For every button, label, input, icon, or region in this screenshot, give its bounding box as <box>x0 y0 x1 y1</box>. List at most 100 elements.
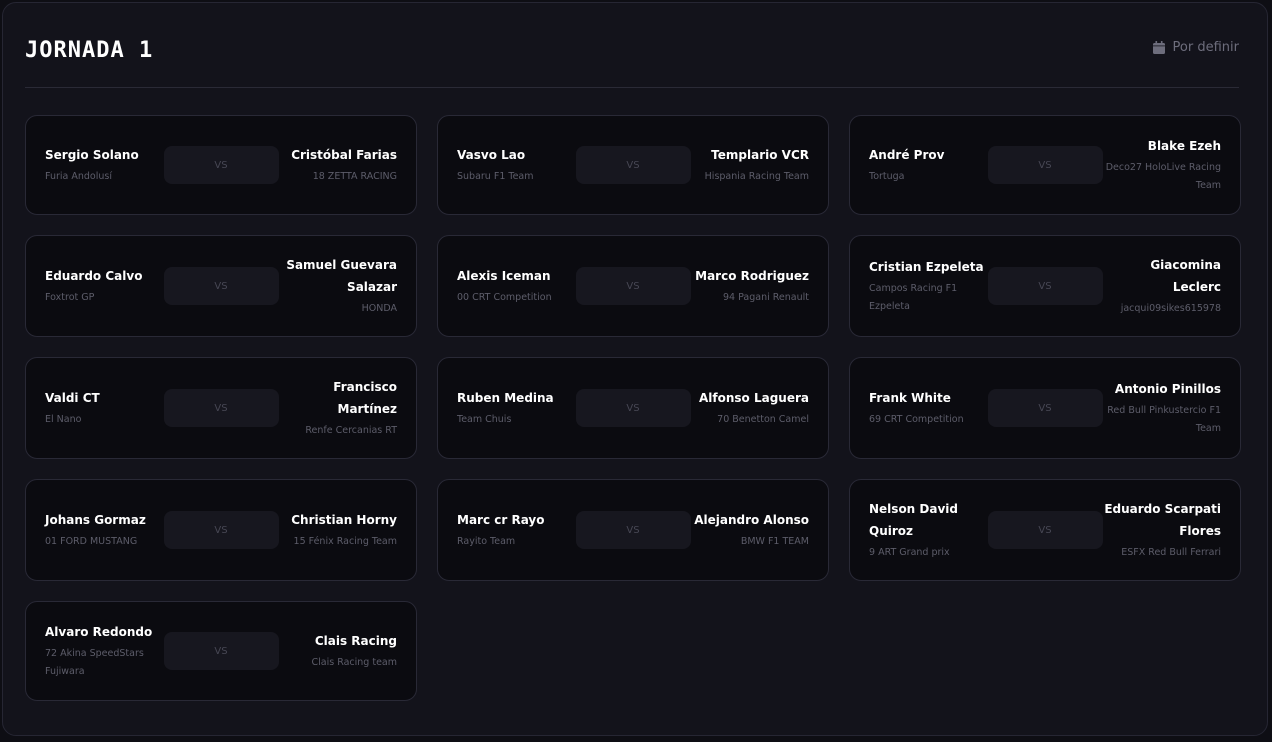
matches-grid: Sergio Solano Furia Andolusí VS Cristóba… <box>25 115 1241 701</box>
team-name: Deco27 HoloLive Racing Team <box>1105 162 1221 191</box>
match-date: Por definir <box>1152 40 1239 55</box>
player-name: Marco Rodriguez <box>695 269 809 283</box>
team-name: 18 ZETTA RACING <box>312 171 397 182</box>
home-player: Cristian Ezpeleta Campos Racing F1 Ezpel… <box>869 256 988 316</box>
match-card[interactable]: Valdi CT El Nano VS Francisco Martínez R… <box>25 357 417 459</box>
away-player: Alejandro Alonso BMW F1 TEAM <box>691 509 809 551</box>
home-player: Vasvo Lao Subaru F1 Team <box>457 144 576 186</box>
team-name: BMW F1 TEAM <box>740 536 809 547</box>
player-name: Clais Racing <box>314 634 397 648</box>
vs-badge: VS <box>987 146 1103 184</box>
player-name: Alfonso Laguera <box>698 391 809 405</box>
vs-badge: VS <box>163 632 279 670</box>
player-name: Cristian Ezpeleta <box>869 260 984 274</box>
date-label: Por definir <box>1172 40 1239 55</box>
team-name: Subaru F1 Team <box>457 171 534 182</box>
player-name: Francisco Martínez <box>333 380 397 416</box>
team-name: 70 Benetton Camel <box>717 414 809 425</box>
vs-badge: VS <box>987 267 1103 305</box>
match-card[interactable]: Vasvo Lao Subaru F1 Team VS Templario VC… <box>437 115 829 215</box>
home-player: Eduardo Calvo Foxtrot GP <box>45 265 164 307</box>
vs-badge: VS <box>163 267 279 305</box>
player-name: Alexis Iceman <box>457 269 551 283</box>
team-name: 01 FORD MUSTANG <box>45 536 138 547</box>
match-card[interactable]: Cristian Ezpeleta Campos Racing F1 Ezpel… <box>849 235 1241 337</box>
match-card[interactable]: Alvaro Redondo 72 Akina SpeedStars Fujiw… <box>25 601 417 701</box>
player-name: Alvaro Redondo <box>45 625 153 639</box>
player-name: Templario VCR <box>711 148 809 162</box>
player-name: Marc cr Rayo <box>457 513 545 527</box>
home-player: Alexis Iceman 00 CRT Competition <box>457 265 576 307</box>
team-name: Hispania Racing Team <box>704 171 809 182</box>
team-name: 15 Fénix Racing Team <box>293 536 397 547</box>
team-name: 72 Akina SpeedStars Fujiwara <box>45 648 144 677</box>
player-name: Nelson David Quiroz <box>869 502 958 538</box>
vs-badge: VS <box>987 511 1103 549</box>
match-card[interactable]: Sergio Solano Furia Andolusí VS Cristóba… <box>25 115 417 215</box>
away-player: Clais Racing Clais Racing team <box>279 630 398 672</box>
team-name: Rayito Team <box>457 536 516 547</box>
team-name: Renfe Cercanias RT <box>305 425 397 436</box>
player-name: Blake Ezeh <box>1147 139 1221 153</box>
player-name: Antonio Pinillos <box>1114 382 1221 396</box>
away-player: Antonio Pinillos Red Bull Pinkustercio F… <box>1103 378 1221 438</box>
match-card[interactable]: Frank White 69 CRT Competition VS Antoni… <box>849 357 1241 459</box>
match-card[interactable]: André Prov Tortuga VS Blake Ezeh Deco27 … <box>849 115 1241 215</box>
away-player: Giacomina Leclerc jacqui09sikes615978 <box>1103 254 1221 318</box>
vs-badge: VS <box>575 146 691 184</box>
home-player: Frank White 69 CRT Competition <box>869 387 988 429</box>
player-name: Christian Horny <box>291 513 397 527</box>
match-card[interactable]: Johans Gormaz 01 FORD MUSTANG VS Christi… <box>25 479 417 581</box>
player-name: Ruben Medina <box>457 391 554 405</box>
match-card[interactable]: Nelson David Quiroz 9 ART Grand prix VS … <box>849 479 1241 581</box>
away-player: Samuel Guevara Salazar HONDA <box>279 254 397 318</box>
vs-badge: VS <box>163 389 279 427</box>
team-name: Red Bull Pinkustercio F1 Team <box>1107 405 1221 434</box>
away-player: Cristóbal Farias 18 ZETTA RACING <box>279 144 397 186</box>
match-card[interactable]: Alexis Iceman 00 CRT Competition VS Marc… <box>437 235 829 337</box>
away-player: Eduardo Scarpati Flores ESFX Red Bull Fe… <box>1103 498 1221 562</box>
team-name: 69 CRT Competition <box>869 414 964 425</box>
player-name: Johans Gormaz <box>45 513 146 527</box>
away-player: Templario VCR Hispania Racing Team <box>691 144 809 186</box>
player-name: Valdi CT <box>45 391 100 405</box>
match-card[interactable]: Marc cr Rayo Rayito Team VS Alejandro Al… <box>437 479 829 581</box>
team-name: Team Chuis <box>457 414 512 425</box>
player-name: Eduardo Scarpati Flores <box>1104 502 1221 538</box>
player-name: Alejandro Alonso <box>694 513 809 527</box>
matchday-header: JORNADA 1 Por definir <box>25 31 1239 88</box>
away-player: Blake Ezeh Deco27 HoloLive Racing Team <box>1103 135 1221 195</box>
team-name: Clais Racing team <box>311 657 398 668</box>
home-player: André Prov Tortuga <box>869 144 988 186</box>
away-player: Christian Horny 15 Fénix Racing Team <box>279 509 397 551</box>
player-name: Frank White <box>869 391 951 405</box>
player-name: Giacomina Leclerc <box>1150 258 1221 294</box>
away-player: Alfonso Laguera 70 Benetton Camel <box>691 387 809 429</box>
player-name: Eduardo Calvo <box>45 269 143 283</box>
player-name: Vasvo Lao <box>457 148 526 162</box>
home-player: Sergio Solano Furia Andolusí <box>45 144 164 186</box>
team-name: 00 CRT Competition <box>457 292 552 303</box>
match-card[interactable]: Eduardo Calvo Foxtrot GP VS Samuel Gueva… <box>25 235 417 337</box>
match-card[interactable]: Ruben Medina Team Chuis VS Alfonso Lague… <box>437 357 829 459</box>
home-player: Valdi CT El Nano <box>45 387 164 429</box>
home-player: Alvaro Redondo 72 Akina SpeedStars Fujiw… <box>45 621 164 681</box>
home-player: Marc cr Rayo Rayito Team <box>457 509 576 551</box>
away-player: Marco Rodriguez 94 Pagani Renault <box>691 265 809 307</box>
team-name: 9 ART Grand prix <box>869 547 950 558</box>
player-name: Samuel Guevara Salazar <box>286 258 397 294</box>
vs-badge: VS <box>163 511 279 549</box>
team-name: Tortuga <box>869 171 905 182</box>
team-name: Furia Andolusí <box>45 171 112 182</box>
team-name: 94 Pagani Renault <box>722 292 809 303</box>
team-name: El Nano <box>45 414 82 425</box>
vs-badge: VS <box>575 389 691 427</box>
player-name: Sergio Solano <box>45 148 139 162</box>
home-player: Ruben Medina Team Chuis <box>457 387 576 429</box>
player-name: André Prov <box>869 148 945 162</box>
away-player: Francisco Martínez Renfe Cercanias RT <box>279 376 397 440</box>
page-title: JORNADA 1 <box>25 38 154 63</box>
vs-badge: VS <box>575 511 691 549</box>
home-player: Nelson David Quiroz 9 ART Grand prix <box>869 498 988 562</box>
